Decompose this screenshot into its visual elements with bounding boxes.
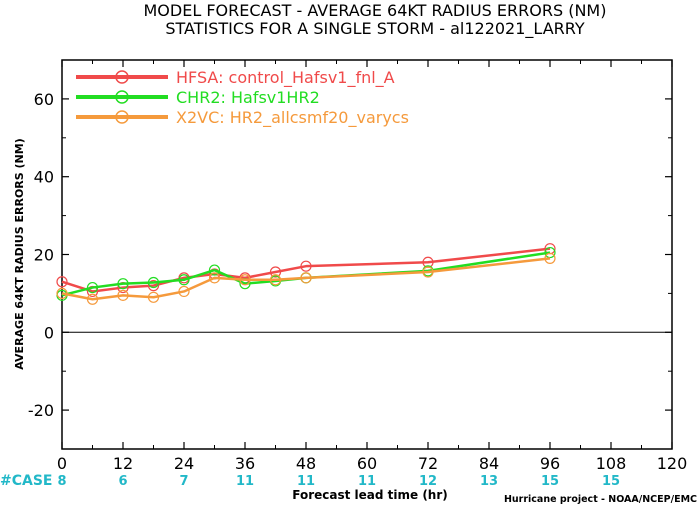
y-axis-label: AVERAGE 64KT RADIUS ERRORS (NM) bbox=[13, 138, 26, 369]
data-point bbox=[300, 260, 312, 272]
x-tick-label: 108 bbox=[596, 454, 627, 473]
credit-text: Hurricane project - NOAA/NCEP/EMC bbox=[504, 494, 697, 505]
data-point bbox=[178, 274, 190, 286]
case-count: 8 bbox=[57, 474, 66, 489]
data-point bbox=[56, 276, 68, 288]
data-point bbox=[208, 272, 221, 284]
legend-label: X2VC: HR2_allcsmf20_varycs bbox=[176, 108, 409, 128]
case-count: 11 bbox=[358, 474, 376, 489]
data-point bbox=[269, 266, 282, 278]
case-count: 12 bbox=[419, 474, 437, 489]
y-tick-label: 20 bbox=[34, 246, 54, 265]
series-line bbox=[61, 251, 551, 297]
data-point bbox=[178, 285, 190, 298]
legend-marker bbox=[115, 110, 129, 124]
legend-marker bbox=[115, 90, 129, 104]
case-count: 11 bbox=[236, 474, 254, 489]
y-tick-label: -20 bbox=[28, 401, 54, 420]
case-count: 15 bbox=[602, 474, 620, 489]
legend-label: HFSA: control_Hafsv1_fnl_A bbox=[176, 68, 395, 88]
chart-subtitle: STATISTICS FOR A SINGLE STORM - al122021… bbox=[165, 19, 584, 39]
data-point bbox=[300, 272, 312, 284]
x-tick-label: 72 bbox=[418, 454, 438, 473]
data-point bbox=[117, 278, 129, 290]
y-tick-label: 40 bbox=[34, 168, 54, 187]
x-tick-label: 96 bbox=[540, 454, 560, 473]
data-point bbox=[269, 274, 282, 286]
case-count: 13 bbox=[480, 474, 498, 489]
data-point bbox=[422, 266, 434, 278]
x-tick-label: 48 bbox=[296, 454, 316, 473]
data-point bbox=[147, 280, 160, 292]
series-line bbox=[61, 247, 551, 293]
x-tick-label: 60 bbox=[357, 454, 377, 473]
x-tick-label: 0 bbox=[57, 454, 67, 473]
x-tick-label: 84 bbox=[479, 454, 499, 473]
y-tick-label: 0 bbox=[44, 323, 54, 342]
series-layer bbox=[56, 243, 556, 305]
legend-marker bbox=[115, 70, 129, 84]
series-line bbox=[61, 257, 551, 301]
data-point bbox=[56, 287, 68, 299]
case-count: 11 bbox=[297, 474, 315, 489]
x-tick-label: 24 bbox=[174, 454, 194, 473]
data-point bbox=[86, 293, 99, 305]
data-point bbox=[147, 291, 160, 303]
data-point bbox=[544, 246, 556, 259]
data-point bbox=[86, 281, 99, 294]
data-point bbox=[544, 252, 556, 264]
data-point bbox=[208, 264, 221, 276]
data-point bbox=[239, 274, 251, 286]
data-point bbox=[147, 276, 160, 289]
x-axis-label: Forecast lead time (hr) bbox=[292, 488, 448, 502]
case-count: 15 bbox=[541, 474, 559, 489]
case-counts: #CASE 8 6 7 11 11 11 12 13 15 15 bbox=[0, 473, 620, 489]
y-axis-ticks: -20 0 20 40 60 bbox=[28, 59, 672, 450]
x-axis-ticks: 0 12 24 36 48 60 72 84 96 108 120 bbox=[57, 60, 687, 473]
chart-title: MODEL FORECAST - AVERAGE 64KT RADIUS ERR… bbox=[144, 1, 607, 20]
case-label: #CASE bbox=[0, 473, 53, 489]
case-count: 6 bbox=[118, 474, 127, 489]
x-tick-label: 120 bbox=[657, 454, 688, 473]
legend-label: CHR2: Hafsv1HR2 bbox=[176, 88, 320, 107]
x-tick-label: 12 bbox=[113, 454, 133, 473]
y-tick-label: 60 bbox=[34, 90, 54, 109]
x-tick-label: 36 bbox=[235, 454, 255, 473]
data-point bbox=[117, 289, 129, 301]
case-count: 7 bbox=[179, 474, 188, 489]
